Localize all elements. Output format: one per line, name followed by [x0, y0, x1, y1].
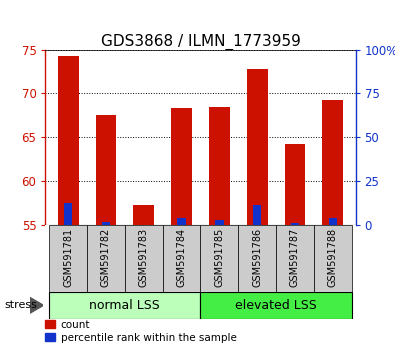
Bar [49, 292, 201, 319]
Bar [291, 223, 299, 225]
Legend: count, percentile rank within the sample: count, percentile rank within the sample [41, 315, 241, 347]
Text: GSM591783: GSM591783 [139, 228, 149, 287]
Title: GDS3868 / ILMN_1773959: GDS3868 / ILMN_1773959 [100, 33, 301, 50]
Text: GSM591784: GSM591784 [177, 228, 186, 287]
Bar [322, 101, 343, 225]
Bar [102, 222, 110, 225]
Bar [49, 225, 87, 292]
Bar [238, 225, 276, 292]
Bar [134, 205, 154, 225]
Text: normal LSS: normal LSS [89, 299, 160, 312]
Bar [177, 218, 186, 225]
Bar [125, 225, 163, 292]
Polygon shape [30, 297, 43, 313]
Bar [163, 225, 201, 292]
Bar [329, 218, 337, 225]
Text: GSM591782: GSM591782 [101, 228, 111, 287]
Text: GSM591787: GSM591787 [290, 228, 300, 287]
Text: GSM591786: GSM591786 [252, 228, 262, 287]
Bar [201, 292, 352, 319]
Text: GSM591788: GSM591788 [328, 228, 338, 287]
Bar [87, 225, 125, 292]
Bar [209, 107, 230, 225]
Bar [58, 56, 79, 225]
Bar [314, 225, 352, 292]
Text: elevated LSS: elevated LSS [235, 299, 317, 312]
Bar [276, 225, 314, 292]
Bar [201, 225, 238, 292]
Bar [253, 205, 261, 225]
Bar [285, 144, 305, 225]
Bar [215, 221, 224, 225]
Text: GSM591785: GSM591785 [214, 228, 224, 287]
Text: stress: stress [4, 300, 37, 310]
Bar [171, 108, 192, 225]
Bar [247, 69, 267, 225]
Text: GSM591781: GSM591781 [63, 228, 73, 287]
Bar [139, 225, 148, 227]
Bar [96, 115, 116, 225]
Bar [64, 203, 72, 225]
